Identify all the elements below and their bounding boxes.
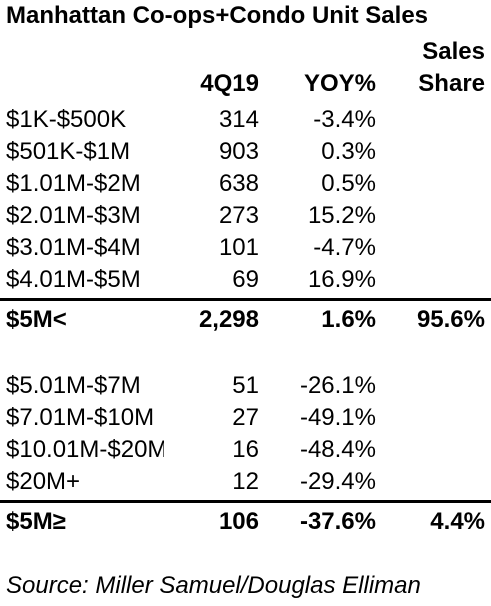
yoy-change: -37.6%	[299, 508, 376, 535]
unit-sales: 903	[218, 138, 259, 165]
table-row: $3.01M-$4M 101 -4.7%	[0, 232, 491, 264]
table-row: $10.01M-$20M 16 -48.4%	[0, 434, 491, 466]
price-range: $5M≥	[6, 508, 66, 535]
unit-sales: 314	[218, 106, 259, 133]
price-range: $10.01M-$20M	[6, 436, 164, 463]
yoy-change: -49.1%	[299, 404, 376, 431]
yoy-change: 0.5%	[321, 170, 376, 197]
sales-share: 4.4%	[430, 508, 485, 535]
header-period: 4Q19	[200, 70, 259, 97]
subtotal-row: $5M< 2,298 1.6% 95.6%	[0, 304, 491, 336]
table-row: $1.01M-$2M 638 0.5%	[0, 168, 491, 200]
header-yoy: YOY%	[303, 70, 376, 97]
price-range: $5.01M-$7M	[6, 372, 141, 399]
source-note: Source: Miller Samuel/Douglas Elliman	[6, 572, 421, 599]
unit-sales: 638	[218, 170, 259, 197]
unit-sales: 106	[218, 508, 259, 535]
yoy-change: -48.4%	[299, 436, 376, 463]
price-range: $1.01M-$2M	[6, 170, 141, 197]
table-row: $20M+ 12 -29.4%	[0, 466, 491, 498]
yoy-change: 0.3%	[321, 138, 376, 165]
unit-sales: 12	[232, 468, 259, 495]
price-range: $2.01M-$3M	[6, 202, 141, 229]
divider	[0, 500, 491, 503]
table-row: $7.01M-$10M 27 -49.1%	[0, 402, 491, 434]
unit-sales: 27	[232, 404, 259, 431]
price-range: $5M<	[6, 306, 67, 333]
table-row: $2.01M-$3M 273 15.2%	[0, 200, 491, 232]
unit-sales: 69	[232, 266, 259, 293]
yoy-change: 16.9%	[307, 266, 376, 293]
yoy-change: 15.2%	[307, 202, 376, 229]
unit-sales: 51	[232, 372, 259, 399]
table-title: Manhattan Co-ops+Condo Unit Sales	[6, 2, 429, 29]
price-range: $1K-$500K	[6, 106, 127, 133]
yoy-change: -29.4%	[299, 468, 376, 495]
price-range: $7.01M-$10M	[6, 404, 155, 431]
table-row: $501K-$1M 903 0.3%	[0, 136, 491, 168]
yoy-change: -4.7%	[313, 234, 376, 261]
price-range: $20M+	[6, 468, 81, 495]
price-range: $4.01M-$5M	[6, 266, 141, 293]
subtotal-row: $5M≥ 106 -37.6% 4.4%	[0, 506, 491, 538]
unit-sales: 2,298	[198, 306, 259, 333]
table-row: $4.01M-$5M 69 16.9%	[0, 264, 491, 296]
price-range: $501K-$1M	[6, 138, 131, 165]
yoy-change: -3.4%	[313, 106, 376, 133]
header-share: Share	[418, 70, 485, 97]
unit-sales: 101	[218, 234, 259, 261]
yoy-change: 1.6%	[321, 306, 376, 333]
divider	[0, 298, 491, 301]
sales-share: 95.6%	[416, 306, 485, 333]
header-sales: Sales	[422, 38, 485, 65]
unit-sales: 16	[232, 436, 259, 463]
table-row: $5.01M-$7M 51 -26.1%	[0, 370, 491, 402]
price-range: $3.01M-$4M	[6, 234, 141, 261]
table-row: $1K-$500K 314 -3.4%	[0, 104, 491, 136]
unit-sales: 273	[218, 202, 259, 229]
yoy-change: -26.1%	[299, 372, 376, 399]
